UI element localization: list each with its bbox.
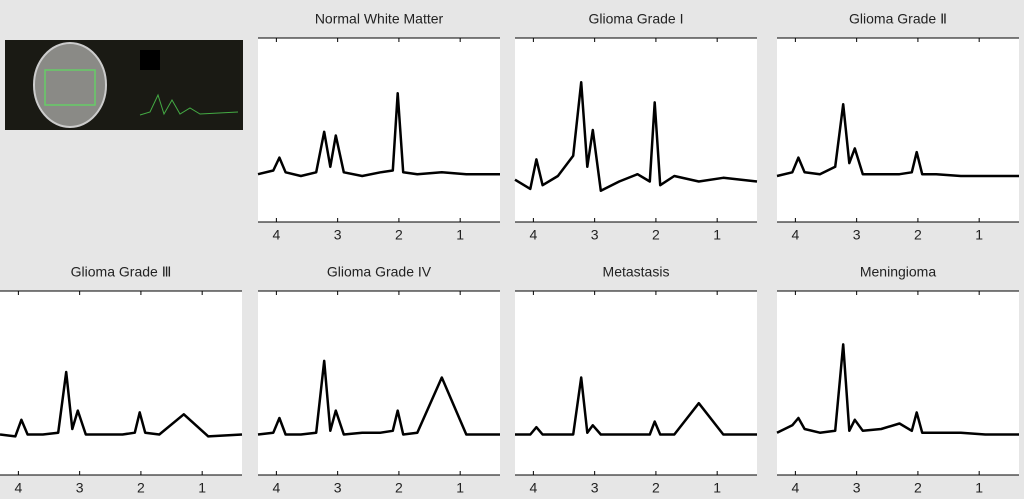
x-tick-label: 3 xyxy=(853,227,861,243)
panel-title: Glioma Grade Ⅱ xyxy=(849,11,947,27)
x-tick-label: 1 xyxy=(456,480,464,496)
x-tick-label: 4 xyxy=(529,227,537,243)
spectrum-line xyxy=(776,102,1019,178)
x-tick-label: 4 xyxy=(791,480,799,496)
x-tick-label: 2 xyxy=(914,480,922,496)
x-tick-label: 4 xyxy=(791,227,799,243)
x-tick-label: 2 xyxy=(395,480,403,496)
spectrum-line xyxy=(514,80,758,192)
panel-title: Normal White Matter xyxy=(315,11,444,27)
spectrum-line xyxy=(0,370,243,438)
plot-area xyxy=(777,291,1019,475)
thumb-spectrum xyxy=(139,93,239,116)
x-tick-label: 4 xyxy=(529,480,537,496)
panel: Glioma Grade Ⅲ 4 3 2 1 xyxy=(0,264,243,496)
x-tick-label: 3 xyxy=(334,227,342,243)
panel-title: Metastasis xyxy=(603,264,670,280)
x-tick-label: 3 xyxy=(853,480,861,496)
plot-area xyxy=(258,38,500,222)
x-tick-label: 2 xyxy=(137,480,145,496)
spectrum-line xyxy=(515,376,757,436)
spectrum-line xyxy=(257,91,500,178)
x-tick-label: 1 xyxy=(456,227,464,243)
plot-area xyxy=(258,291,500,475)
x-tick-label: 1 xyxy=(975,480,983,496)
panel: Meningioma 4 3 2 1 xyxy=(776,264,1019,496)
panel: Glioma Grade IV 4 3 2 1 xyxy=(257,264,500,496)
x-tick-label: 2 xyxy=(652,480,660,496)
panel-title: Glioma Grade Ⅲ xyxy=(71,264,172,280)
plot-area xyxy=(515,291,757,475)
panel: Glioma Grade I 4 3 2 1 xyxy=(514,11,758,243)
x-tick-label: 3 xyxy=(76,480,84,496)
plot-area xyxy=(777,38,1019,222)
spectrum-line xyxy=(257,359,500,436)
x-tick-label: 4 xyxy=(272,227,280,243)
voxel-box xyxy=(44,69,96,106)
x-tick-label: 3 xyxy=(334,480,342,496)
x-tick-label: 3 xyxy=(591,480,599,496)
x-tick-label: 1 xyxy=(713,480,721,496)
x-tick-label: 2 xyxy=(395,227,403,243)
x-tick-label: 4 xyxy=(272,480,280,496)
thumb-spectrum-bg xyxy=(140,50,160,70)
spectrum-line xyxy=(776,343,1019,436)
x-tick-label: 2 xyxy=(652,227,660,243)
panel-title: Meningioma xyxy=(860,264,936,280)
plot-area xyxy=(515,38,757,222)
panel: Glioma Grade Ⅱ 4 3 2 1 xyxy=(776,11,1019,243)
panel-title: Glioma Grade IV xyxy=(327,264,432,280)
panel-title: Glioma Grade I xyxy=(589,11,684,27)
x-tick-label: 1 xyxy=(975,227,983,243)
x-tick-label: 1 xyxy=(713,227,721,243)
panel: Metastasis 4 3 2 1 xyxy=(515,264,757,496)
x-tick-label: 4 xyxy=(14,480,22,496)
x-tick-label: 1 xyxy=(198,480,206,496)
panel: Normal White Matter 4 3 2 1 xyxy=(257,11,500,243)
plot-area xyxy=(0,291,242,475)
brain-image xyxy=(33,42,107,128)
x-tick-label: 2 xyxy=(914,227,922,243)
x-tick-label: 3 xyxy=(591,227,599,243)
thumbnail xyxy=(5,40,243,130)
